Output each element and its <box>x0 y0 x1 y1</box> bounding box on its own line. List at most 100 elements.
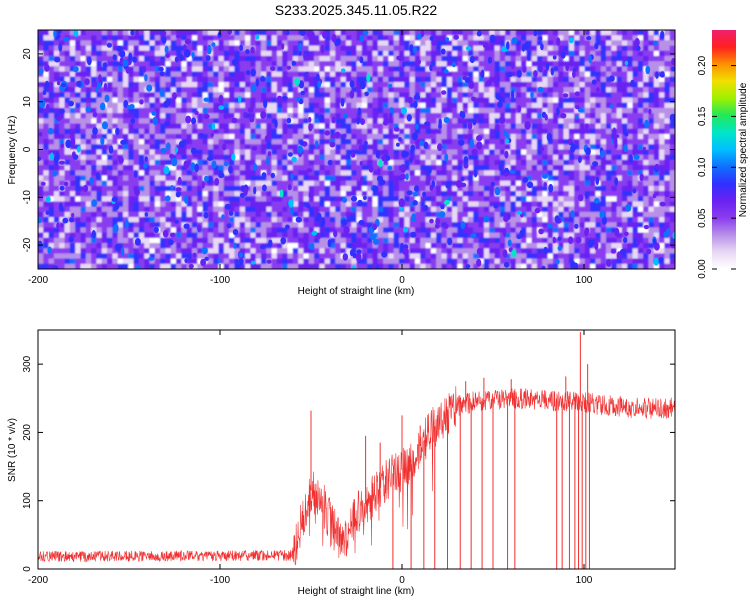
heatmap-cell <box>43 159 50 166</box>
heatmap-cell <box>59 76 66 83</box>
heatmap-cell <box>38 154 44 161</box>
heatmap-cell <box>404 206 411 213</box>
heatmap-cell <box>197 76 204 83</box>
heatmap-cell <box>494 107 501 114</box>
heatmap-cell <box>266 55 273 62</box>
heatmap-cell <box>526 165 533 171</box>
heatmap-cell <box>473 133 480 140</box>
heatmap-cell <box>414 211 421 218</box>
heatmap-cell <box>292 165 299 171</box>
heatmap-cell <box>186 45 193 52</box>
heatmap-cell <box>85 149 92 156</box>
heatmap-cell <box>48 232 55 239</box>
heatmap-cell <box>154 50 161 57</box>
heatmap-cell <box>383 185 389 192</box>
heatmap-cell <box>377 196 384 203</box>
heatmap-cell <box>197 149 204 156</box>
heatmap-cell <box>637 217 644 223</box>
heatmap-cell <box>213 113 220 119</box>
heatmap-cell <box>547 87 554 93</box>
heatmap-cell <box>80 180 87 187</box>
heatmap-cell <box>324 87 331 93</box>
heatmap-cell <box>91 50 97 57</box>
heatmap-cell <box>223 185 230 192</box>
heatmap-cell <box>542 30 549 36</box>
heatmap-cell <box>48 185 55 192</box>
heatmap-cell <box>250 222 257 229</box>
heatmap-cell <box>202 81 209 88</box>
heatmap-cell <box>420 243 427 249</box>
heatmap-cell <box>478 237 485 244</box>
heatmap-cell <box>144 243 151 249</box>
heatmap-cell <box>122 159 129 166</box>
heatmap-cell <box>96 123 103 130</box>
heatmap-cell <box>282 196 289 203</box>
heatmap-cell <box>340 237 347 244</box>
heatmap-cell <box>202 61 209 67</box>
heatmap-cell <box>250 35 257 41</box>
heatmap-cell <box>398 185 405 192</box>
heatmap-cell <box>292 97 299 104</box>
heatmap-cell <box>292 149 299 156</box>
heatmap-cell <box>266 107 273 114</box>
heatmap-cell <box>271 196 278 203</box>
heatmap-cell <box>605 139 612 145</box>
heatmap-cell <box>648 144 655 151</box>
heatmap-cell <box>43 113 50 119</box>
heatmap-cell <box>276 102 283 109</box>
heatmap-cell <box>616 191 623 197</box>
heatmap-cell <box>632 92 639 99</box>
heatmap-cell <box>122 118 129 125</box>
heatmap-cell <box>632 97 639 104</box>
heatmap-cell <box>218 123 225 130</box>
heatmap-cell <box>436 45 443 52</box>
heatmap-cell <box>218 154 225 161</box>
heatmap-cell <box>165 35 172 41</box>
heatmap-cell <box>239 232 246 239</box>
heatmap-cell <box>393 113 400 119</box>
heatmap-cell <box>398 97 405 104</box>
heatmap-cell <box>653 217 660 223</box>
heatmap-cell <box>43 201 50 208</box>
heatmap-cell <box>409 123 416 130</box>
heatmap-cell <box>563 35 570 41</box>
heatmap-cell <box>425 66 432 73</box>
heatmap-cell <box>260 237 267 244</box>
heatmap-cell <box>303 76 310 83</box>
heatmap-cell <box>536 165 543 171</box>
heatmap-cell <box>186 144 193 151</box>
heatmap-cell <box>101 128 108 135</box>
heatmap-cell <box>128 97 135 104</box>
heatmap-cell <box>207 40 214 47</box>
heatmap-cell <box>526 227 533 234</box>
heatmap-cell <box>138 222 145 229</box>
heatmap-cell <box>218 227 225 234</box>
heatmap-cell <box>53 175 60 182</box>
heatmap-cell <box>595 128 602 135</box>
heatmap-cell <box>181 40 188 47</box>
heatmap-cell <box>473 97 480 104</box>
heatmap-cell <box>627 76 634 83</box>
heatmap-cell <box>59 217 66 223</box>
heatmap-cell <box>590 133 596 140</box>
heatmap-cell <box>202 159 209 166</box>
heatmap-cell <box>260 217 267 223</box>
heatmap-cell <box>637 76 644 83</box>
heatmap-cell <box>552 118 559 125</box>
heatmap-cell <box>367 154 374 161</box>
heatmap-cell <box>223 237 230 244</box>
heatmap-cell <box>149 128 156 135</box>
heatmap-cell <box>69 107 76 114</box>
heatmap-cell <box>260 159 267 166</box>
heatmap-cell <box>138 113 145 119</box>
heatmap-cell <box>223 170 230 177</box>
heatmap-cell <box>521 118 527 125</box>
heatmap-cell <box>483 227 490 234</box>
heatmap-cell <box>298 66 305 73</box>
heatmap-cell <box>452 123 458 130</box>
heatmap-cell <box>80 71 87 78</box>
heatmap-cell <box>489 76 496 83</box>
heatmap-cell <box>213 211 220 218</box>
heatmap-cell <box>367 144 374 151</box>
heatmap-cell <box>239 133 246 140</box>
